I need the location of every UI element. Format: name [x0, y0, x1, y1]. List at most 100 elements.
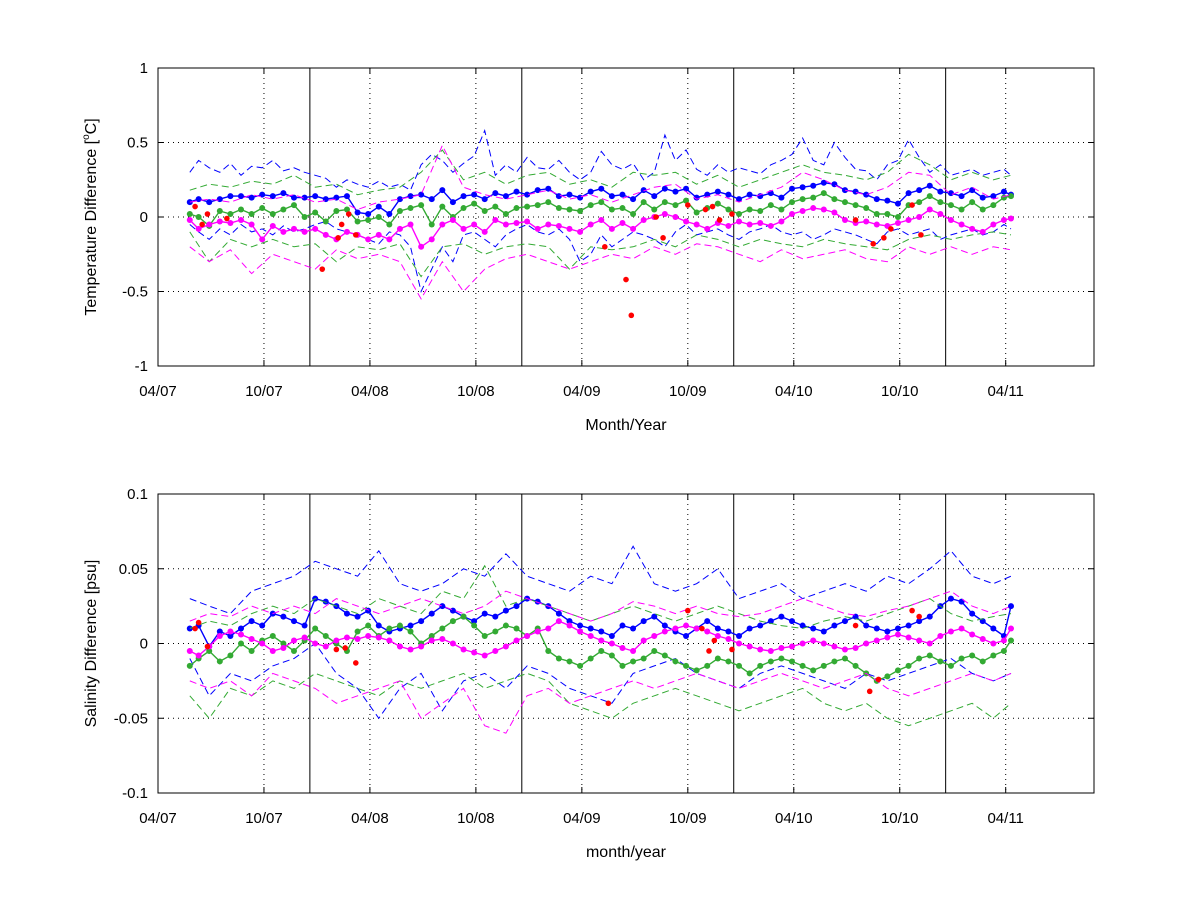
salinity-point-magenta	[386, 637, 393, 644]
salinity-point-red	[711, 637, 718, 644]
temperature-point-green	[598, 199, 605, 206]
salinity-point-green	[979, 658, 986, 665]
temperature-point-magenta	[312, 225, 319, 232]
salinity-point-blue	[259, 622, 266, 629]
salinity-point-magenta	[449, 640, 456, 647]
temperature-point-green	[831, 196, 838, 203]
salinity-point-blue	[216, 628, 223, 635]
temperature-point-magenta	[672, 214, 679, 220]
temperature-point-magenta	[481, 228, 488, 235]
temperature-point-magenta	[343, 228, 350, 235]
salinity-point-magenta	[947, 628, 954, 635]
salinity-point-red	[866, 688, 873, 695]
temperature-point-blue	[725, 191, 732, 198]
salinity-point-magenta	[757, 646, 764, 653]
salinity-point-blue	[746, 625, 753, 632]
temperature-point-green	[248, 211, 255, 218]
salinity-point-blue	[873, 625, 880, 632]
salinity-point-magenta	[545, 625, 552, 632]
salinity-y-axis-label: Salinity Difference [psu]	[83, 560, 100, 728]
salinity-point-magenta	[396, 643, 403, 650]
salinity-point-green	[894, 667, 901, 674]
salinity-point-green	[693, 667, 700, 674]
temperature-point-green	[312, 209, 319, 216]
temperature-point-magenta	[746, 221, 753, 228]
temperature-point-blue	[248, 194, 255, 201]
salinity-point-green	[439, 625, 446, 632]
temperature-point-magenta	[227, 219, 234, 226]
temperature-point-green	[969, 199, 976, 206]
temperature-point-blue	[513, 188, 520, 195]
salinity-point-magenta	[789, 643, 796, 650]
temperature-point-green	[227, 211, 234, 218]
temperature-point-green	[428, 221, 435, 228]
salinity-series-green-envelope	[189, 672, 1012, 727]
salinity-point-magenta	[661, 628, 668, 635]
temperature-point-green	[852, 202, 859, 209]
salinity-point-magenta	[312, 640, 319, 647]
salinity-point-magenta	[969, 631, 976, 638]
temperature-point-blue	[746, 191, 753, 198]
salinity-point-magenta	[1000, 637, 1007, 644]
temperature-point-magenta	[555, 222, 562, 229]
salinity-point-magenta	[608, 640, 615, 647]
temperature-point-blue	[227, 193, 234, 200]
temperature-point-blue	[916, 187, 923, 194]
salinity-point-green	[831, 658, 838, 665]
temperature-point-red	[918, 232, 924, 238]
temperature-point-blue	[502, 193, 509, 200]
salinity-point-blue	[238, 625, 245, 632]
salinity-series	[186, 545, 1014, 734]
temperature-point-green	[418, 202, 425, 209]
temperature-point-green	[884, 211, 891, 218]
salinity-x-tick-label: 04/08	[351, 810, 389, 827]
temperature-point-magenta	[186, 216, 193, 223]
temperature-point-blue	[884, 197, 891, 204]
temperature-point-magenta	[1000, 216, 1007, 223]
temperature-point-magenta	[905, 216, 912, 223]
temperature-point-magenta	[958, 221, 965, 228]
salinity-point-green	[704, 662, 711, 669]
salinity-point-green	[577, 662, 584, 669]
temperature-point-green	[736, 211, 743, 218]
temperature-series-blue-envelope	[189, 128, 1012, 191]
temperature-point-magenta	[407, 221, 414, 228]
salinity-point-green	[238, 640, 245, 647]
temperature-point-magenta	[449, 216, 456, 223]
temperature-point-green	[566, 206, 573, 213]
salinity-point-magenta	[916, 637, 923, 644]
temperature-point-blue	[439, 187, 446, 194]
temperature-point-blue	[789, 185, 796, 192]
temperature-point-magenta	[619, 219, 626, 226]
salinity-point-magenta	[651, 633, 658, 640]
temperature-point-blue	[990, 193, 997, 200]
temperature-point-magenta	[969, 225, 976, 232]
temperature-point-magenta	[810, 205, 817, 212]
salinity-point-green	[1007, 637, 1014, 644]
temperature-point-magenta	[238, 216, 245, 223]
salinity-point-green	[947, 662, 954, 669]
temperature-point-blue	[619, 191, 626, 198]
temperature-point-blue	[280, 190, 287, 197]
temperature-x-axis-label: Month/Year	[585, 417, 667, 434]
salinity-point-blue	[555, 610, 562, 617]
temperature-point-green	[290, 202, 297, 209]
temperature-point-red	[352, 232, 359, 238]
temperature-point-magenta	[290, 225, 297, 232]
temperature-y-tick-label: 0.5	[127, 135, 148, 152]
temperature-point-red	[653, 214, 659, 220]
salinity-point-blue	[820, 628, 827, 635]
salinity-point-magenta	[354, 636, 361, 643]
salinity-point-green	[587, 655, 594, 662]
temperature-point-green	[471, 200, 478, 207]
salinity-point-blue	[449, 607, 456, 614]
salinity-series-green-envelope	[189, 564, 1012, 630]
temperature-point-magenta	[375, 231, 382, 238]
salinity-point-magenta	[492, 647, 499, 654]
temperature-point-blue	[598, 185, 605, 192]
temperature-point-blue	[524, 191, 531, 198]
temperature-point-red	[338, 221, 345, 228]
salinity-point-green	[248, 647, 255, 654]
temperature-point-blue	[566, 191, 573, 198]
temperature-x-tick-label: 10/09	[669, 383, 707, 400]
